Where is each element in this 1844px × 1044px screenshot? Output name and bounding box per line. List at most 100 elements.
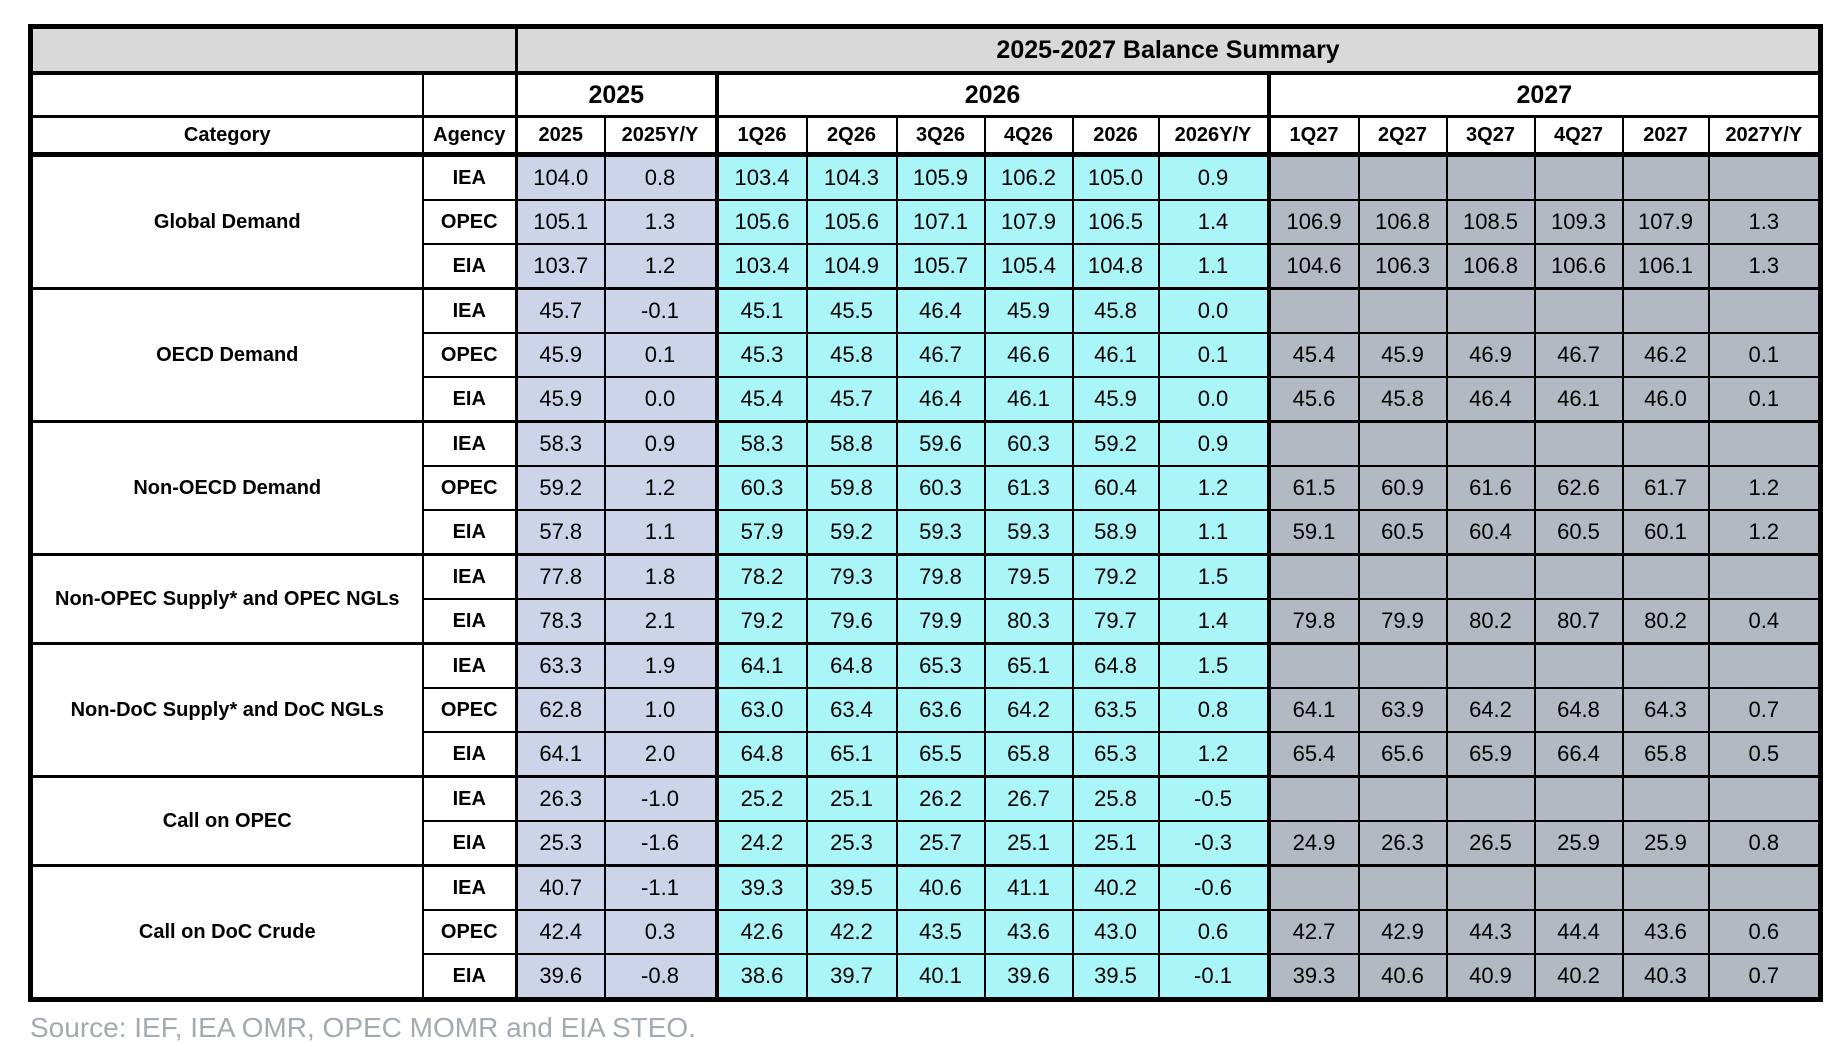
column-header-1q27: 1Q27 — [1266, 115, 1360, 157]
data-cell: 45.8 — [1071, 287, 1160, 334]
data-cell: 0.5 — [1707, 731, 1822, 778]
data-cell: 0.7 — [1707, 953, 1822, 1001]
data-cell: 61.3 — [983, 465, 1074, 511]
data-cell: 2.1 — [603, 598, 718, 645]
agency-cell: IEA — [421, 553, 518, 600]
data-cell: 109.3 — [1533, 199, 1624, 245]
data-cell: 26.2 — [895, 775, 986, 822]
data-cell: 80.3 — [983, 598, 1074, 645]
agency-cell: EIA — [421, 509, 518, 556]
source-note: Source: IEF, IEA OMR, OPEC MOMR and EIA … — [30, 1012, 696, 1043]
data-cell: 79.2 — [1071, 553, 1160, 600]
data-cell: 1.9 — [603, 642, 718, 689]
data-cell: 46.4 — [1445, 376, 1536, 423]
data-cell: 45.9 — [1071, 376, 1160, 423]
column-header-2027: 2027 — [1621, 115, 1710, 157]
data-cell: 46.1 — [1533, 376, 1624, 423]
data-cell: 1.2 — [1707, 509, 1822, 556]
data-cell: 59.6 — [895, 420, 986, 467]
data-cell: 79.8 — [895, 553, 986, 600]
data-cell: 106.9 — [1266, 199, 1360, 245]
data-cell — [1621, 775, 1710, 822]
data-cell: 24.2 — [714, 820, 808, 867]
data-cell: 59.2 — [1071, 420, 1160, 467]
data-cell: 40.3 — [1621, 953, 1710, 1001]
data-cell: 0.8 — [1157, 687, 1270, 733]
data-cell — [1357, 553, 1448, 600]
data-cell: 65.9 — [1445, 731, 1536, 778]
data-cell: 1.2 — [1157, 465, 1270, 511]
data-cell: 45.1 — [714, 287, 808, 334]
data-cell: -1.1 — [603, 864, 718, 911]
data-cell: 64.3 — [1621, 687, 1710, 733]
data-cell — [1445, 642, 1536, 689]
data-cell: 60.9 — [1357, 465, 1448, 511]
data-cell: 80.2 — [1445, 598, 1536, 645]
data-cell: 63.0 — [714, 687, 808, 733]
data-cell — [1357, 287, 1448, 334]
data-cell: 0.0 — [1157, 287, 1270, 334]
data-cell: 105.4 — [983, 243, 1074, 290]
data-cell: 0.0 — [1157, 376, 1270, 423]
table-row: OECD Demand IEA 45.7 -0.1 45.1 45.5 46.4 45.9 45… — [29, 287, 1822, 423]
data-cell: 45.9 — [515, 376, 606, 423]
data-cell: 59.3 — [983, 509, 1074, 556]
data-cell: 40.1 — [895, 953, 986, 1001]
data-cell: 57.8 — [515, 509, 606, 556]
data-cell — [1621, 153, 1710, 201]
data-cell: 64.8 — [805, 642, 898, 689]
year-group-2027: 2027 — [1266, 72, 1822, 118]
data-cell — [1533, 420, 1624, 467]
table-header: 2025-2027 Balance Summary 2025 2026 2027 Cat… — [29, 25, 1822, 157]
data-cell — [1445, 864, 1536, 911]
data-cell: 43.0 — [1071, 909, 1160, 955]
data-cell — [1357, 775, 1448, 822]
table-row: EIA 64.1 2.0 64.8 65.1 65.5 65.8 65.3 1.2 65.4 65.… — [31, 731, 1822, 778]
data-cell: 64.8 — [1533, 687, 1624, 733]
data-cell: 58.8 — [805, 420, 898, 467]
data-cell — [1533, 153, 1624, 201]
data-cell: 65.8 — [983, 731, 1074, 778]
column-header-3q26: 3Q26 — [895, 115, 986, 157]
data-cell: 1.3 — [1707, 243, 1822, 290]
data-cell: 40.2 — [1071, 864, 1160, 911]
data-cell: 0.1 — [1157, 332, 1270, 378]
data-cell: 1.8 — [603, 553, 718, 600]
table-row: OPEC 59.2 1.2 60.3 59.8 60.3 61.3 60.4 1.2 61.5 60… — [31, 465, 1822, 511]
data-cell — [1357, 420, 1448, 467]
agency-cell: EIA — [421, 598, 518, 645]
year-group-row: 2025 2026 2027 — [29, 72, 1822, 118]
data-cell: 26.3 — [515, 775, 606, 822]
data-cell — [1707, 642, 1822, 689]
agency-cell: EIA — [421, 953, 518, 1001]
data-cell: 0.1 — [1707, 332, 1822, 378]
table-row: Global Demand IEA 104.0 0.8 103.4 104.3 105.9 1… — [29, 153, 1822, 290]
data-cell: 26.3 — [1357, 820, 1448, 867]
data-cell: 45.4 — [714, 376, 808, 423]
data-cell: -0.5 — [1157, 775, 1270, 822]
data-cell: 57.9 — [714, 509, 808, 556]
category-cell: Call on DoC Crude — [29, 864, 424, 1001]
data-cell — [1533, 864, 1624, 911]
agency-cell: EIA — [421, 731, 518, 778]
data-cell: 103.4 — [714, 243, 808, 290]
data-cell: 59.1 — [1266, 509, 1360, 556]
data-cell: 78.2 — [714, 553, 808, 600]
data-cell: 45.8 — [805, 332, 898, 378]
data-cell: 79.2 — [714, 598, 808, 645]
data-cell: 2.0 — [603, 731, 718, 778]
table-row: Call on DoC Crude IEA 40.7 -1.1 39.3 39.5 40.6… — [29, 864, 1822, 1001]
data-cell: 60.5 — [1533, 509, 1624, 556]
data-cell: 77.8 — [515, 553, 606, 600]
data-cell: 1.0 — [603, 687, 718, 733]
data-cell: 43.5 — [895, 909, 986, 955]
agency-cell: IEA — [421, 775, 518, 822]
data-cell: 65.3 — [895, 642, 986, 689]
data-cell: 65.4 — [1266, 731, 1360, 778]
data-cell: 105.7 — [895, 243, 986, 290]
data-cell: 80.7 — [1533, 598, 1624, 645]
data-cell: 66.4 — [1533, 731, 1624, 778]
data-cell: 40.6 — [895, 864, 986, 911]
data-cell: -0.3 — [1157, 820, 1270, 867]
data-cell: 45.7 — [805, 376, 898, 423]
